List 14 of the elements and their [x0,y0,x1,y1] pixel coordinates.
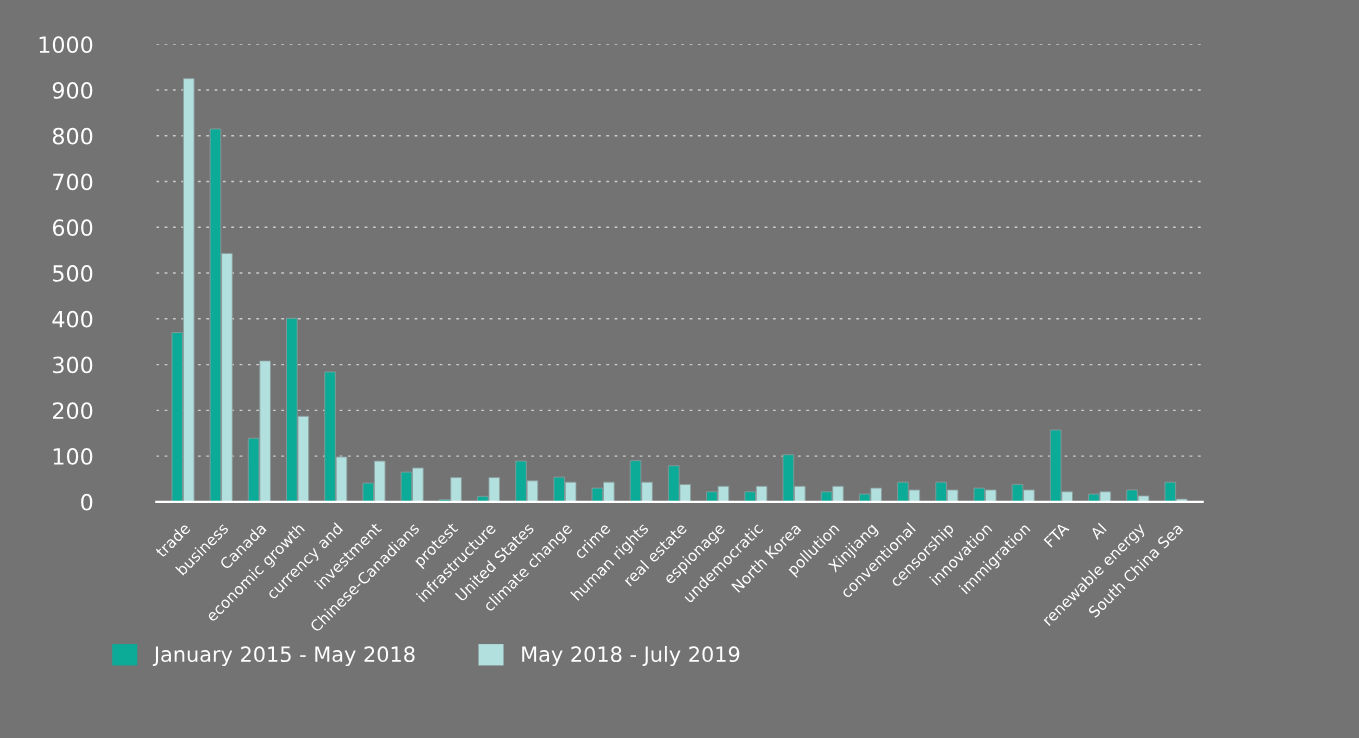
y-tick-label: 800 [52,127,93,145]
y-tick-label: 500 [53,265,93,282]
x-tick-label: FTA [1043,521,1070,548]
y-tick-label: 900 [52,81,93,99]
legend-label: January 2015 - May 2018 [152,646,415,667]
y-tick-label: 400 [52,310,93,328]
y-tick-label: 1000 [39,36,93,54]
y-tick-label: 300 [53,356,93,374]
y-tick-label: 0 [81,493,93,511]
legend-label: May 2018 - July 2019 [522,645,740,667]
y-tick-label: 700 [53,173,93,191]
y-tick-label: 100 [53,448,93,465]
y-tick-label: 200 [53,402,93,420]
y-tick-label: 600 [52,219,93,237]
